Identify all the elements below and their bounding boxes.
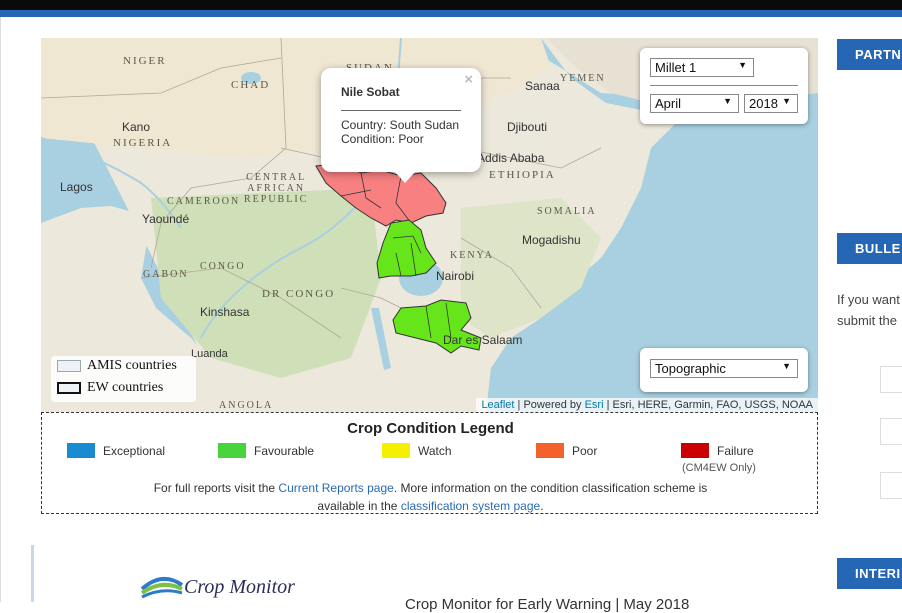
poor-swatch [536, 443, 564, 458]
crop-legend-title: Crop Condition Legend [347, 420, 514, 437]
attribution-sources: | Esri, HERE, Garmin, FAO, USGS, NOAA [603, 399, 813, 411]
year-select[interactable]: 2018 ▼ [744, 94, 798, 113]
attribution-powered: | Powered by [514, 399, 585, 411]
crop-monitor-logo-text: Crop Monitor [184, 576, 295, 598]
popup-country: Country: South Sudan [341, 118, 460, 132]
legend-amis-label: AMIS countries [87, 358, 177, 373]
label-sanaa: Sanaa [525, 79, 560, 93]
crop-select-value: Millet 1 [655, 60, 697, 75]
sidebar-input-3[interactable] [880, 472, 902, 499]
label-luanda: Luanda [191, 348, 228, 360]
chevron-down-icon: ▼ [723, 96, 732, 106]
legend-amis-row: AMIS countries [57, 358, 177, 374]
classification-system-link[interactable]: classification system page [400, 499, 541, 513]
popup-divider [341, 110, 461, 111]
label-lagos: Lagos [60, 180, 93, 194]
sidebar-input-1[interactable] [880, 366, 902, 393]
basemap-select[interactable]: Topographic ▼ [650, 359, 798, 378]
sidebar-partners-heading: PARTN [837, 39, 902, 70]
note-end: . [540, 499, 544, 513]
basemap-control: Topographic ▼ [640, 348, 808, 392]
sidebar-bulletin-text: If you want submit the [837, 289, 900, 331]
bulletin-text-line2: submit the [837, 313, 897, 328]
favourable-swatch [218, 443, 246, 458]
control-divider [650, 85, 798, 86]
exceptional-swatch [67, 443, 95, 458]
basemap-select-value: Topographic [655, 361, 726, 376]
label-djibouti: Djibouti [507, 120, 548, 134]
legend-label-exceptional: Exceptional [103, 444, 166, 458]
label-yemen: YEMEN [560, 73, 606, 84]
label-addis-ababa: Addis Ababa [477, 151, 545, 165]
label-mogadishu: Mogadishu [522, 233, 581, 247]
site-header-bar [0, 10, 902, 17]
popup-close-icon[interactable]: × [464, 71, 473, 88]
label-cameroon: CAMEROON [167, 196, 241, 207]
label-gabon: GABON [143, 269, 189, 280]
content-accent-rule [31, 545, 34, 602]
popup-condition: Condition: Poor [341, 132, 424, 146]
popup-title: Nile Sobat [341, 85, 400, 99]
chevron-down-icon: ▼ [738, 60, 747, 70]
month-select-value: April [655, 96, 682, 111]
month-select[interactable]: April ▼ [650, 94, 739, 113]
article-title-clipped: Crop Monitor for Early Warning | May 201… [405, 596, 690, 613]
current-reports-link[interactable]: Current Reports page [278, 481, 394, 495]
legend-note: For full reports visit the Current Repor… [42, 479, 819, 515]
label-nigeria: NIGERIA [113, 137, 173, 149]
sidebar-interim-heading: INTERI [837, 558, 902, 589]
esri-link[interactable]: Esri [584, 399, 604, 411]
label-car: CENTRAL AFRICAN REPUBLIC [244, 172, 309, 205]
popup-pointer [395, 172, 415, 183]
label-drc: DR CONGO [262, 288, 336, 300]
label-dar-es-salaam: Dar es Salaam [443, 333, 523, 347]
legend-label-poor: Poor [572, 444, 598, 458]
legend-label-watch: Watch [418, 444, 452, 458]
label-nairobi: Nairobi [436, 269, 475, 283]
label-kano: Kano [122, 120, 151, 134]
label-chad: CHAD [231, 79, 271, 91]
failure-swatch [681, 443, 709, 458]
country-type-legend: AMIS countries EW countries [51, 356, 196, 402]
bulletin-text-line1: If you want [837, 292, 900, 307]
region-popup: × Nile Sobat Country: South Sudan Condit… [321, 68, 481, 172]
legend-ew-row: EW countries [57, 380, 163, 396]
failure-note: (CM4EW Only) [682, 462, 756, 474]
legend-ew-label: EW countries [87, 380, 164, 395]
page-left-border [0, 17, 1, 602]
legend-label-favourable: Favourable [254, 444, 315, 458]
label-angola: ANGOLA [219, 400, 274, 411]
year-select-value: 2018 [749, 96, 778, 111]
ew-swatch [57, 381, 81, 394]
note-prefix: For full reports visit the [153, 481, 279, 495]
note-middle: . More information on the condition clas… [393, 481, 708, 495]
browser-top-bar [0, 0, 902, 10]
label-ethiopia: ETHIOPIA [489, 169, 556, 181]
map-attribution: Leaflet | Powered by Esri | Esri, HERE, … [476, 398, 818, 412]
label-kinshasa: Kinshasa [200, 305, 250, 319]
sidebar-bulletin-heading: BULLE [837, 233, 902, 264]
leaflet-link[interactable]: Leaflet [481, 399, 515, 411]
crop-monitor-logo-icon [140, 577, 184, 599]
crop-date-control: Millet 1 ▼ April ▼ 2018 ▼ [640, 48, 808, 124]
chevron-down-icon: ▼ [782, 96, 791, 106]
legend-label-failure: Failure [717, 444, 754, 458]
chevron-down-icon: ▼ [782, 361, 791, 371]
label-somalia: SOMALIA [537, 206, 597, 217]
label-niger: NIGER [123, 55, 167, 67]
crop-select[interactable]: Millet 1 ▼ [650, 58, 754, 77]
amis-swatch [57, 359, 81, 372]
note-line2-prefix: available in the [317, 499, 401, 513]
watch-swatch [382, 443, 410, 458]
label-congo: CONGO [200, 261, 246, 272]
label-kenya: KENYA [450, 250, 494, 261]
crop-condition-map[interactable]: NIGER CHAD SUDAN NIGERIA CENTRAL AFRICAN… [41, 38, 818, 412]
crop-condition-legend: Crop Condition Legend Exceptional Favour… [41, 412, 818, 514]
sidebar-input-2[interactable] [880, 418, 902, 445]
label-yaounde: Yaoundé [142, 212, 190, 226]
